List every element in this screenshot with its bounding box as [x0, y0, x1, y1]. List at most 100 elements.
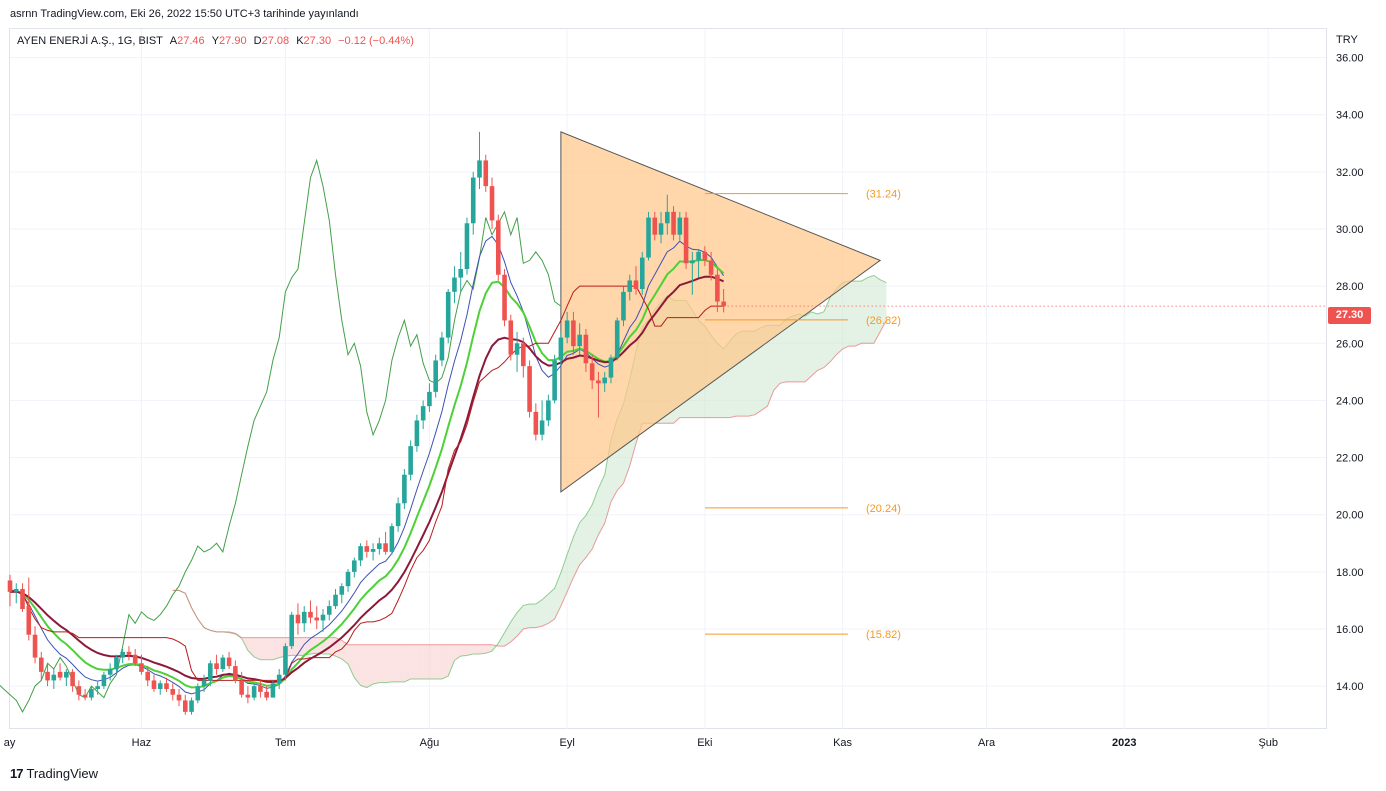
- candle: [708, 251, 714, 281]
- candle: [571, 311, 576, 355]
- cloud-segment: [585, 504, 593, 558]
- candle: [564, 311, 570, 344]
- cloud-segment: [272, 637, 280, 660]
- cloud-segment: [454, 644, 461, 661]
- cloud-segment: [523, 604, 530, 629]
- candle: [558, 331, 564, 367]
- candle: [427, 383, 432, 412]
- cloud-segment: [416, 644, 424, 679]
- candle: [157, 680, 163, 695]
- candle: [132, 649, 138, 667]
- candle: [383, 531, 388, 555]
- candle: [145, 666, 151, 687]
- open-value: 27.46: [177, 35, 205, 47]
- y-tick-label: 32.00: [1336, 167, 1364, 179]
- cloud-segment: [560, 554, 568, 607]
- candle: [220, 654, 226, 672]
- cloud-segment: [354, 644, 361, 686]
- ema-fast-line: [9, 235, 725, 695]
- candle-body: [32, 634, 38, 658]
- y-tick-label: 24.00: [1336, 395, 1364, 407]
- candle: [614, 317, 620, 361]
- cloud-segment: [880, 279, 887, 332]
- candle-body: [132, 654, 138, 664]
- candle: [320, 609, 326, 632]
- candle-body: [577, 334, 582, 347]
- y-tick-label: 18.00: [1336, 567, 1364, 579]
- candle: [389, 523, 395, 555]
- candle: [176, 689, 182, 707]
- candle-body: [345, 571, 351, 587]
- candle-body: [233, 666, 238, 681]
- candle-body: [195, 686, 201, 701]
- cloud-segment: [404, 644, 411, 682]
- candle: [483, 154, 489, 192]
- candle-body: [370, 549, 376, 552]
- candle-body: [76, 686, 82, 695]
- candle-body: [7, 580, 13, 592]
- candle: [658, 211, 664, 244]
- candle: [646, 211, 651, 261]
- candle: [552, 354, 557, 404]
- candle: [170, 683, 176, 701]
- candle: [39, 651, 44, 681]
- candle: [326, 600, 332, 621]
- candle-body: [264, 691, 269, 698]
- candle: [652, 211, 658, 241]
- cloud-segment: [842, 281, 849, 349]
- candle-body: [107, 669, 113, 675]
- candle: [114, 654, 119, 672]
- x-tick-label: 2023: [1112, 737, 1136, 749]
- candle-body: [715, 274, 720, 302]
- x-tick-label: Şub: [1258, 737, 1278, 749]
- y-tick-label: 16.00: [1336, 624, 1364, 636]
- candle: [402, 469, 407, 509]
- candle: [596, 371, 601, 418]
- candle: [639, 251, 645, 295]
- candle-body: [589, 363, 595, 381]
- candle-body: [364, 546, 370, 552]
- candle-body: [395, 503, 401, 527]
- cloud-segment: [529, 604, 536, 628]
- candle-body: [226, 657, 232, 667]
- candle-body: [157, 683, 163, 689]
- cloud-segment: [823, 297, 831, 368]
- candle-body: [508, 320, 514, 355]
- currency-label[interactable]: TRY: [1336, 34, 1358, 46]
- symbol-name[interactable]: AYEN ENERJİ A.Ş., 1G, BIST: [17, 35, 163, 47]
- axes: 14.00 16.00 18.00 20.00 22.00 24.00 26.00 28.00…: [4, 53, 1364, 749]
- candle: [683, 211, 689, 269]
- price-levels: (31.24) (26.82) (20.24) (15.82): [705, 189, 1326, 641]
- cloud-segment: [542, 594, 549, 627]
- candle-body: [458, 269, 464, 278]
- cloud-segment: [792, 314, 799, 382]
- cloud-segment: [830, 289, 837, 362]
- candle-body: [546, 400, 551, 421]
- candle-body: [377, 543, 382, 549]
- level-label: (15.82): [866, 629, 901, 641]
- candle-body: [602, 377, 607, 384]
- candle-body: [571, 320, 576, 347]
- candle-body: [489, 186, 495, 221]
- candle-body: [389, 526, 395, 552]
- cloud-segment: [779, 319, 787, 384]
- candle: [690, 251, 695, 295]
- candle-body: [45, 671, 50, 681]
- candle: [702, 246, 708, 267]
- cloud-segment: [867, 275, 874, 344]
- high-label: Y: [211, 35, 220, 47]
- tradingview-brand[interactable]: 17 TradingView: [10, 766, 98, 781]
- candle: [233, 660, 238, 684]
- candle-body: [445, 291, 451, 338]
- candle-body: [51, 674, 57, 681]
- candle-body: [308, 611, 313, 618]
- y-tick-label: 22.00: [1336, 453, 1364, 465]
- candle-body: [658, 223, 664, 235]
- candle: [82, 689, 88, 701]
- candle: [26, 577, 32, 641]
- candle-body: [696, 251, 701, 261]
- candle: [270, 680, 276, 698]
- candle: [258, 680, 263, 698]
- candle-body: [251, 686, 257, 698]
